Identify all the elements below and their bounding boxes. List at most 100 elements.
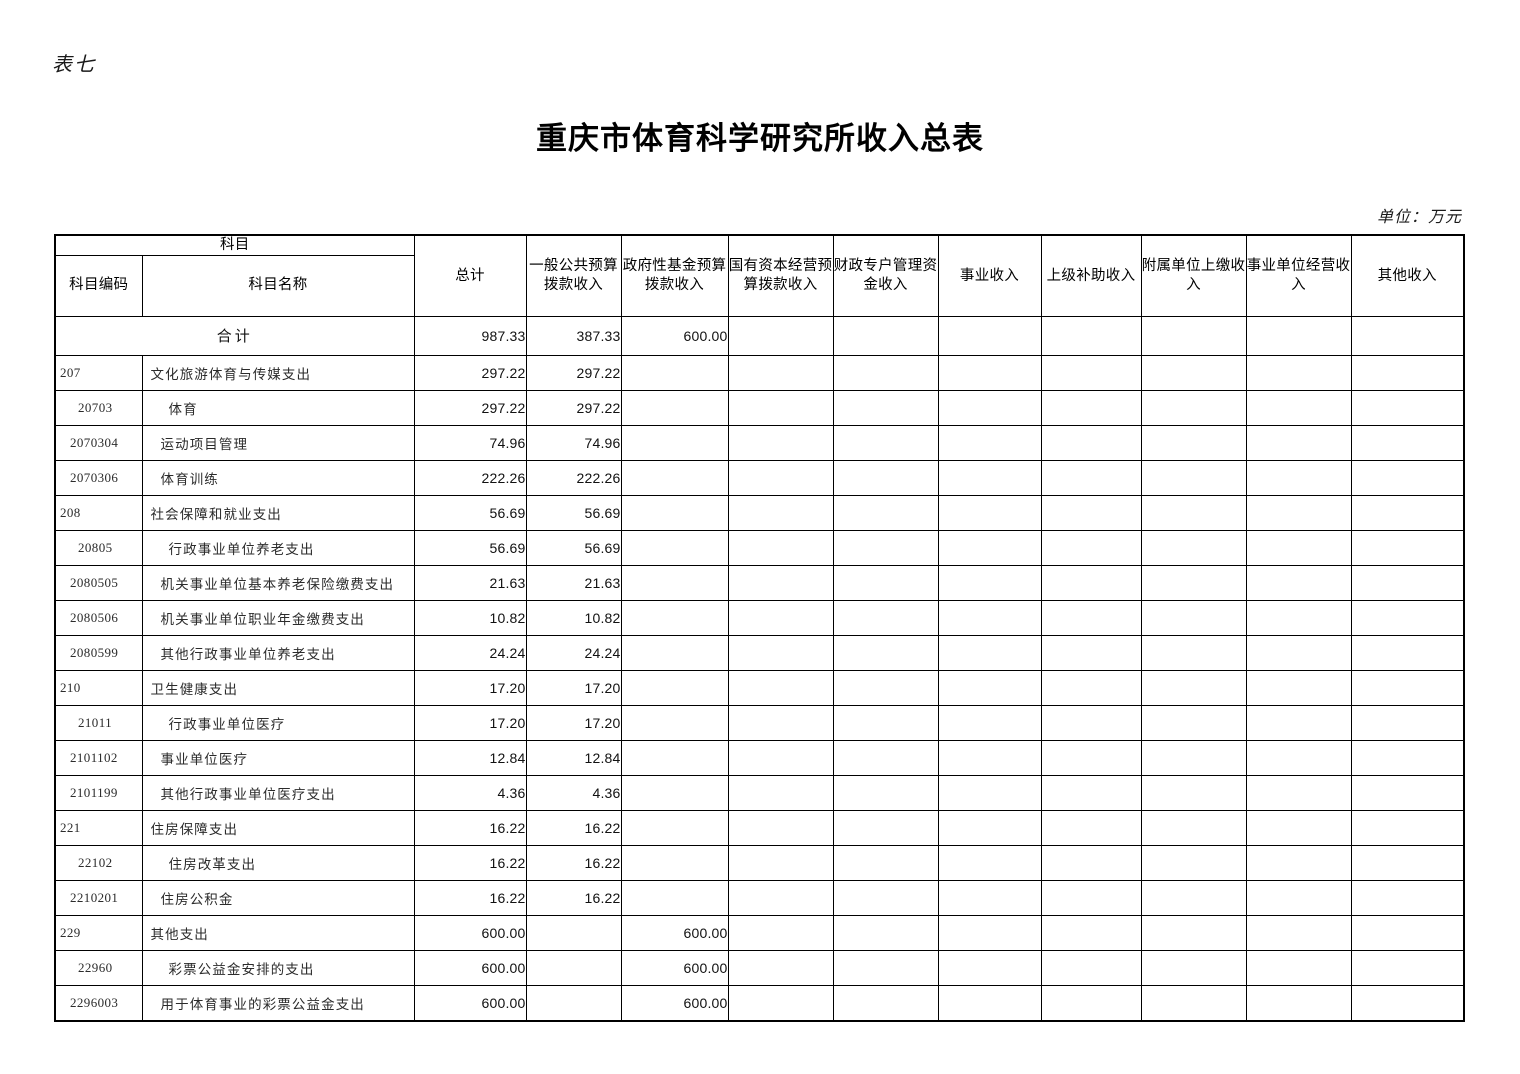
cell-total: 21.63 xyxy=(413,564,527,601)
header-affiliate-remittance: 附属单位上缴收入 xyxy=(1140,234,1247,317)
cell-total: 4.36 xyxy=(413,774,527,811)
cell-general_budget: 16.22 xyxy=(525,809,622,846)
cell-institution_business xyxy=(1245,774,1352,811)
cell-gov_fund_budget xyxy=(620,529,729,566)
cell-total: 222.26 xyxy=(413,459,527,496)
cell-superior_subsidy xyxy=(1040,354,1142,391)
cell-affiliate_remittance xyxy=(1140,564,1247,601)
table-row: 2101199 其他行政事业单位医疗支出 4.36 4.36 xyxy=(54,774,1465,811)
cell-subject-code: 221 xyxy=(54,809,143,846)
cell-operating_income xyxy=(937,599,1042,636)
cell-subject-code: 22102 xyxy=(54,844,143,881)
cell-affiliate_remittance xyxy=(1140,599,1247,636)
table-row: 22960 彩票公益金安排的支出 600.00 600.00 xyxy=(54,949,1465,986)
cell-subject-code: 2101199 xyxy=(54,774,143,811)
cell-affiliate_remittance xyxy=(1140,949,1247,986)
cell-other_income xyxy=(1350,879,1465,916)
cell-institution_business xyxy=(1245,564,1352,601)
header-fiscal-special-account: 财政专户管理资金收入 xyxy=(832,234,939,317)
cell-affiliate_remittance xyxy=(1140,984,1247,1022)
cell-general_budget: 297.22 xyxy=(525,354,622,391)
cell-other_income xyxy=(1350,459,1465,496)
cell-general_budget: 17.20 xyxy=(525,669,622,706)
cell-fiscal_special_account xyxy=(832,774,939,811)
cell-other_income xyxy=(1350,669,1465,706)
cell-general_budget: 21.63 xyxy=(525,564,622,601)
cell-general_budget: 17.20 xyxy=(525,704,622,741)
total-row-gov_fund_budget: 600.00 xyxy=(620,315,729,356)
cell-subject-code: 21011 xyxy=(54,704,143,741)
header-operating-income: 事业收入 xyxy=(937,234,1042,317)
cell-subject-name: 其他行政事业单位养老支出 xyxy=(141,634,415,671)
cell-gov_fund_budget xyxy=(620,669,729,706)
header-gov-fund-budget: 政府性基金预算拨款收入 xyxy=(620,234,729,317)
cell-fiscal_special_account xyxy=(832,949,939,986)
cell-general_budget xyxy=(525,984,622,1022)
cell-subject-name: 机关事业单位基本养老保险缴费支出 xyxy=(141,564,415,601)
cell-state_capital_budget xyxy=(727,844,834,881)
cell-affiliate_remittance xyxy=(1140,424,1247,461)
cell-other_income xyxy=(1350,949,1465,986)
cell-other_income xyxy=(1350,424,1465,461)
table-row: 22102 住房改革支出 16.22 16.22 xyxy=(54,844,1465,881)
cell-general_budget: 4.36 xyxy=(525,774,622,811)
table-row: 2296003 用于体育事业的彩票公益金支出 600.00 600.00 xyxy=(54,984,1465,1022)
cell-state_capital_budget xyxy=(727,494,834,531)
cell-other_income xyxy=(1350,354,1465,391)
cell-total: 600.00 xyxy=(413,914,527,951)
cell-fiscal_special_account xyxy=(832,389,939,426)
cell-other_income xyxy=(1350,564,1465,601)
cell-other_income xyxy=(1350,844,1465,881)
cell-subject-name: 行政事业单位养老支出 xyxy=(141,529,415,566)
cell-superior_subsidy xyxy=(1040,599,1142,636)
cell-gov_fund_budget xyxy=(620,564,729,601)
cell-fiscal_special_account xyxy=(832,599,939,636)
cell-operating_income xyxy=(937,459,1042,496)
cell-operating_income xyxy=(937,354,1042,391)
form-number-label: 表七 xyxy=(52,54,96,76)
table-header: 科目 总计 一般公共预算拨款收入 政府性基金预算拨款收入 国有资本经营预算拨款收… xyxy=(54,234,1465,317)
cell-fiscal_special_account xyxy=(832,984,939,1022)
cell-gov_fund_budget xyxy=(620,494,729,531)
cell-superior_subsidy xyxy=(1040,494,1142,531)
cell-subject-code: 2080505 xyxy=(54,564,143,601)
cell-other_income xyxy=(1350,494,1465,531)
table-row: 208 社会保障和就业支出 56.69 56.69 xyxy=(54,494,1465,531)
cell-institution_business xyxy=(1245,389,1352,426)
cell-fiscal_special_account xyxy=(832,494,939,531)
cell-affiliate_remittance xyxy=(1140,389,1247,426)
table-row: 2080505 机关事业单位基本养老保险缴费支出 21.63 21.63 xyxy=(54,564,1465,601)
table-row: 20703 体育 297.22 297.22 xyxy=(54,389,1465,426)
cell-subject-code: 20805 xyxy=(54,529,143,566)
cell-institution_business xyxy=(1245,634,1352,671)
cell-total: 16.22 xyxy=(413,844,527,881)
cell-state_capital_budget xyxy=(727,634,834,671)
cell-gov_fund_budget: 600.00 xyxy=(620,949,729,986)
header-general-budget: 一般公共预算拨款收入 xyxy=(525,234,622,317)
cell-fiscal_special_account xyxy=(832,704,939,741)
cell-fiscal_special_account xyxy=(832,424,939,461)
cell-affiliate_remittance xyxy=(1140,879,1247,916)
cell-general_budget: 222.26 xyxy=(525,459,622,496)
cell-general_budget xyxy=(525,949,622,986)
total-row-state_capital_budget xyxy=(727,315,834,356)
cell-total: 17.20 xyxy=(413,704,527,741)
cell-operating_income xyxy=(937,634,1042,671)
table-row: 20805 行政事业单位养老支出 56.69 56.69 xyxy=(54,529,1465,566)
cell-subject-code: 2210201 xyxy=(54,879,143,916)
cell-institution_business xyxy=(1245,739,1352,776)
header-subject-code: 科目编码 xyxy=(54,254,143,317)
cell-affiliate_remittance xyxy=(1140,844,1247,881)
cell-state_capital_budget xyxy=(727,424,834,461)
cell-institution_business xyxy=(1245,704,1352,741)
cell-total: 12.84 xyxy=(413,739,527,776)
cell-affiliate_remittance xyxy=(1140,459,1247,496)
cell-state_capital_budget xyxy=(727,704,834,741)
cell-subject-name: 卫生健康支出 xyxy=(141,669,415,706)
cell-operating_income xyxy=(937,424,1042,461)
cell-state_capital_budget xyxy=(727,774,834,811)
cell-subject-code: 2070304 xyxy=(54,424,143,461)
cell-operating_income xyxy=(937,704,1042,741)
cell-superior_subsidy xyxy=(1040,879,1142,916)
cell-gov_fund_budget: 600.00 xyxy=(620,984,729,1022)
